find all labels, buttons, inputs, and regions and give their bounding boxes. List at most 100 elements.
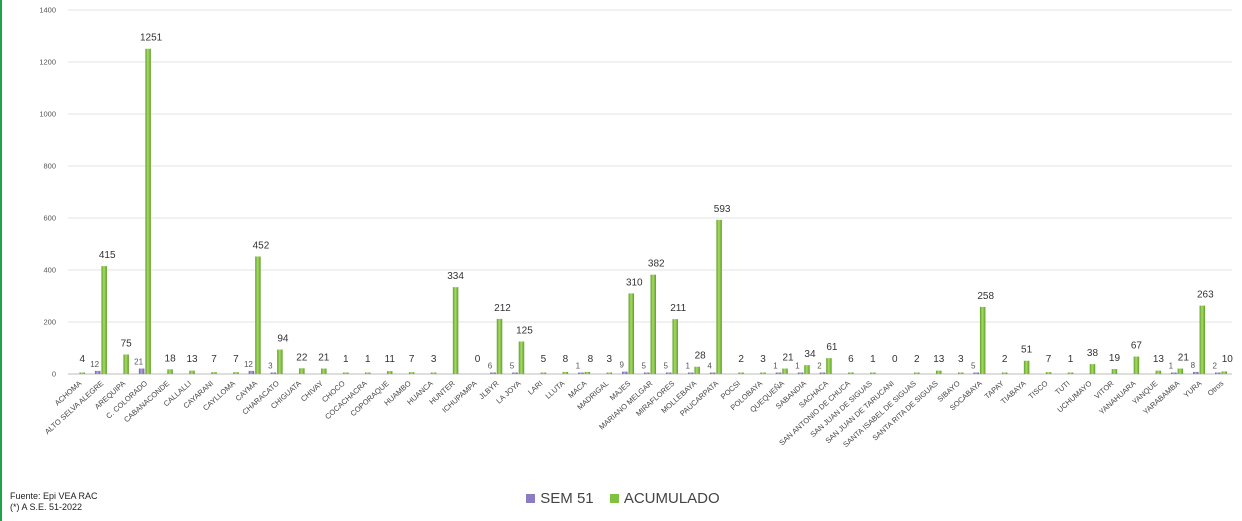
data-label-acumulado: 7 (233, 354, 239, 365)
source-text: Fuente: Epi VEA RAC (10, 491, 98, 501)
bar-acumulado (1111, 369, 1118, 374)
y-tick-label: 400 (43, 266, 56, 275)
data-label-acumulado: 263 (1197, 290, 1214, 301)
data-label-acumulado: 1 (343, 354, 349, 365)
data-label-acumulado: 4 (79, 354, 85, 365)
legend-label-sem51: SEM 51 (540, 490, 594, 507)
data-label-acumulado: 7 (409, 354, 415, 365)
bar-acumulado (211, 372, 217, 374)
bar-acumulado (628, 293, 635, 374)
legend-swatch-sem51 (526, 494, 536, 503)
bar-acumulado (167, 369, 173, 374)
bar-acumulado (408, 372, 415, 374)
data-label-acumulado: 334 (447, 271, 464, 282)
data-label-acumulado: 2 (738, 354, 744, 365)
data-label-acumulado: 21 (782, 353, 794, 364)
gridlines (68, 9, 1232, 375)
bar-sem51 (709, 372, 716, 374)
data-label-acumulado: 18 (165, 353, 177, 364)
bar-acumulado (606, 372, 613, 374)
data-label-acumulado: 3 (431, 354, 437, 365)
bar-acumulado (1155, 370, 1162, 374)
data-label-acumulado: 38 (1087, 348, 1099, 359)
bar-acumulado (1221, 371, 1228, 374)
bar-acumulado (101, 266, 107, 374)
data-label-acumulado: 0 (892, 354, 898, 365)
bar-sem51 (1171, 372, 1177, 374)
bar-acumulado (848, 372, 854, 374)
bar-acumulado (1199, 305, 1206, 374)
data-label-sem51: 1 (1169, 362, 1174, 371)
bar-acumulado (1067, 372, 1074, 374)
legend: SEM 51 ACUMULADO (2, 490, 1242, 507)
bar-acumulado (343, 372, 349, 374)
y-tick-label: 1200 (39, 58, 56, 67)
x-tick-label: LARI (526, 379, 544, 397)
y-tick-label: 200 (43, 318, 56, 327)
bar-acumulado (760, 372, 766, 374)
data-label-sem51: 1 (773, 362, 778, 371)
bar-acumulado (123, 354, 129, 374)
period-note: (*) A S.E. 51-2022 (10, 502, 83, 512)
bar-sem51 (1215, 372, 1221, 374)
bar-acumulado (650, 274, 656, 374)
data-label-sem51: 12 (90, 360, 99, 369)
data-label-acumulado: 3 (760, 354, 766, 365)
bar-sem51 (797, 372, 804, 374)
y-tick-label: 600 (43, 214, 56, 223)
data-label-sem51: 3 (268, 362, 273, 371)
bar-acumulado (804, 365, 810, 374)
data-label-sem51: 5 (971, 362, 976, 371)
data-label-sem51: 2 (1213, 362, 1218, 371)
data-label-sem51: 6 (488, 361, 493, 370)
bar-acumulado (1023, 360, 1030, 374)
data-label-acumulado: 21 (1178, 353, 1190, 364)
bar-acumulado (1045, 372, 1052, 374)
data-label-acumulado: 2 (1002, 354, 1008, 365)
bar-acumulado (716, 219, 722, 374)
bar-acumulado (936, 370, 942, 374)
bar-acumulado (386, 371, 393, 374)
bar-sem51 (622, 371, 628, 374)
data-label-acumulado: 10 (1222, 354, 1234, 365)
legend-item-acumulado: ACUMULADO (609, 490, 720, 507)
bar-acumulado (452, 287, 459, 374)
data-label-acumulado: 212 (494, 303, 511, 314)
bar-sem51 (775, 372, 782, 374)
bar-sem51 (644, 372, 650, 374)
data-label-acumulado: 13 (933, 354, 945, 365)
data-label-acumulado: 0 (475, 354, 481, 365)
data-label-acumulado: 1251 (140, 33, 163, 44)
data-label-acumulado: 8 (588, 354, 594, 365)
x-tick-label: TISCO (1027, 379, 1050, 401)
y-tick-label: 800 (43, 162, 56, 171)
data-label-acumulado: 125 (516, 326, 533, 337)
legend-swatch-acumulado (609, 494, 619, 503)
data-label-acumulado: 310 (626, 277, 643, 288)
bar-sem51 (248, 370, 255, 374)
bar-sem51 (490, 372, 496, 374)
bar-acumulado (321, 368, 327, 374)
bar-sem51 (94, 370, 101, 374)
data-label-acumulado: 382 (648, 259, 665, 270)
data-label-acumulado: 452 (253, 240, 270, 251)
data-label-acumulado: 3 (607, 354, 613, 365)
bar-sem51 (973, 372, 979, 374)
bar-acumulado (738, 372, 744, 374)
bar-acumulado (518, 341, 525, 374)
bar-acumulado (1177, 368, 1184, 374)
data-label-acumulado: 7 (211, 354, 217, 365)
bar-acumulado (957, 372, 964, 374)
data-label-acumulado: 21 (318, 353, 330, 364)
bar-acumulado (672, 319, 678, 374)
data-label-acumulado: 67 (1131, 341, 1143, 352)
bar-sem51 (512, 372, 518, 374)
data-label-acumulado: 22 (296, 352, 308, 363)
data-label-acumulado: 6 (848, 354, 854, 365)
data-label-acumulado: 258 (977, 291, 994, 302)
bar-acumulado (694, 366, 700, 374)
data-label-acumulado: 11 (385, 354, 396, 365)
bar-acumulado (584, 371, 591, 374)
